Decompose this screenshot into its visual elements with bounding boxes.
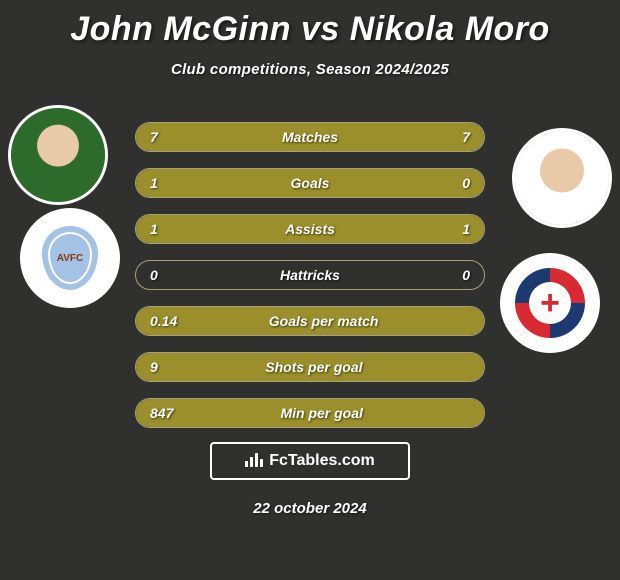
page-title: John McGinn vs Nikola Moro bbox=[0, 0, 620, 49]
stat-value-right: 7 bbox=[448, 129, 484, 145]
stat-label: Shots per goal bbox=[172, 359, 456, 375]
site-name: FcTables.com bbox=[269, 452, 375, 470]
stat-label: Matches bbox=[172, 129, 448, 145]
stat-row: 1Assists1 bbox=[135, 214, 485, 244]
stat-row: 1Goals0 bbox=[135, 168, 485, 198]
stat-label: Goals per match bbox=[191, 313, 456, 329]
stat-row: 9Shots per goal bbox=[135, 352, 485, 382]
club-crest-icon: AVFC bbox=[42, 226, 98, 290]
stat-value-left: 847 bbox=[136, 405, 187, 421]
stat-label: Min per goal bbox=[187, 405, 456, 421]
club-right-badge bbox=[500, 253, 600, 353]
chart-logo-icon bbox=[245, 451, 263, 472]
stats-chart: 7Matches71Goals01Assists10Hattricks00.14… bbox=[135, 122, 485, 444]
stat-value-right: 0 bbox=[448, 175, 484, 191]
stat-value-left: 0.14 bbox=[136, 313, 191, 329]
stat-row: 7Matches7 bbox=[135, 122, 485, 152]
stat-value-left: 9 bbox=[136, 359, 172, 375]
player-right-avatar bbox=[512, 128, 612, 228]
stat-label: Assists bbox=[172, 221, 448, 237]
stat-value-left: 1 bbox=[136, 221, 172, 237]
stat-row: 0Hattricks0 bbox=[135, 260, 485, 290]
site-badge[interactable]: FcTables.com bbox=[210, 442, 410, 480]
stat-value-left: 0 bbox=[136, 267, 172, 283]
club-left-badge: AVFC bbox=[20, 208, 120, 308]
player-left-avatar bbox=[8, 105, 108, 205]
club-crest-icon bbox=[515, 268, 585, 338]
stat-value-left: 7 bbox=[136, 129, 172, 145]
player-face-icon bbox=[515, 131, 609, 225]
stat-value-right: 1 bbox=[448, 221, 484, 237]
stat-label: Goals bbox=[172, 175, 448, 191]
stat-value-right: 0 bbox=[448, 267, 484, 283]
stat-value-left: 1 bbox=[136, 175, 172, 191]
subtitle: Club competitions, Season 2024/2025 bbox=[0, 61, 620, 78]
date-text: 22 october 2024 bbox=[0, 500, 620, 517]
player-face-icon bbox=[11, 108, 105, 202]
stat-row: 847Min per goal bbox=[135, 398, 485, 428]
stat-label: Hattricks bbox=[172, 267, 448, 283]
stat-row: 0.14Goals per match bbox=[135, 306, 485, 336]
